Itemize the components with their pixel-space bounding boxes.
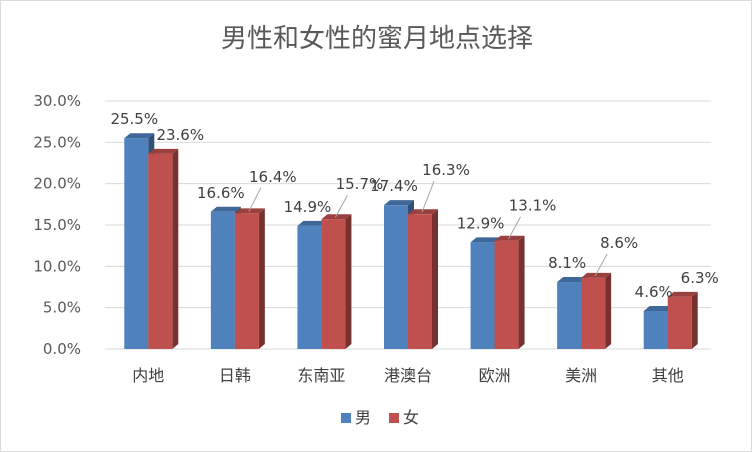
- data-label-male: 25.5%: [110, 110, 158, 128]
- x-category-label: 美洲: [565, 366, 597, 385]
- bar-female-3: [408, 209, 438, 349]
- x-category-label: 内地: [132, 366, 164, 385]
- data-label-female: 15.7%: [336, 175, 384, 193]
- legend-swatch-male: [341, 413, 351, 423]
- bar-female-5: [581, 272, 612, 349]
- x-category-label: 其他: [652, 366, 684, 385]
- data-label-male: 16.6%: [197, 184, 245, 202]
- bar-female-0: [148, 148, 179, 349]
- y-tick-label: 25.0%: [33, 133, 81, 151]
- leader-line: [334, 194, 348, 218]
- bar-female-6: [667, 291, 698, 349]
- x-category-label: 欧洲: [479, 366, 511, 385]
- grid-layer: 0.0% 5.0% 10.0% 15.0% 20.0% 25.0% 30.0%: [33, 92, 711, 358]
- bar-female-1: [234, 208, 265, 349]
- data-label-male: 12.9%: [457, 214, 505, 232]
- y-tick-label: 15.0%: [33, 216, 81, 234]
- legend-label-female: 女: [403, 408, 419, 427]
- data-label-male: 14.9%: [284, 198, 332, 216]
- x-category-label: 港澳台: [384, 366, 432, 385]
- data-label-female: 13.1%: [509, 197, 557, 215]
- data-label-female: 16.4%: [249, 168, 297, 186]
- y-tick-label: 30.0%: [33, 92, 81, 110]
- x-category-label: 东南亚: [297, 366, 345, 385]
- leader-line: [421, 180, 435, 213]
- legend: 男女: [341, 408, 419, 427]
- data-label-female: 8.6%: [600, 234, 638, 252]
- data-labels-layer: 内地 25.5%23.6% 日韩 16.6%16.4% 东南亚 14.9%15.7% 港澳台…: [110, 110, 718, 385]
- x-category-label: 日韩: [219, 366, 251, 385]
- data-label-female: 6.3%: [681, 269, 719, 287]
- data-label-female: 16.3%: [422, 161, 470, 179]
- bar-female-4: [494, 235, 525, 349]
- bars-layer: [124, 133, 698, 349]
- y-tick-label: 10.0%: [33, 257, 81, 275]
- data-label-male: 4.6%: [635, 283, 673, 301]
- legend-swatch-female: [389, 413, 399, 423]
- data-label-male: 17.4%: [370, 177, 418, 195]
- legend-label-male: 男: [355, 408, 371, 427]
- data-label-male: 8.1%: [548, 254, 586, 272]
- leader-line: [508, 216, 522, 239]
- chart-title: 男性和女性的蜜月地点选择: [221, 24, 533, 54]
- y-tick-label: 5.0%: [43, 299, 81, 317]
- bar-female-2: [321, 214, 352, 349]
- leader-line: [248, 187, 262, 212]
- data-label-female: 23.6%: [156, 126, 204, 144]
- leader-line: [594, 253, 608, 277]
- y-tick-label: 0.0%: [43, 340, 81, 358]
- y-tick-label: 20.0%: [33, 175, 81, 193]
